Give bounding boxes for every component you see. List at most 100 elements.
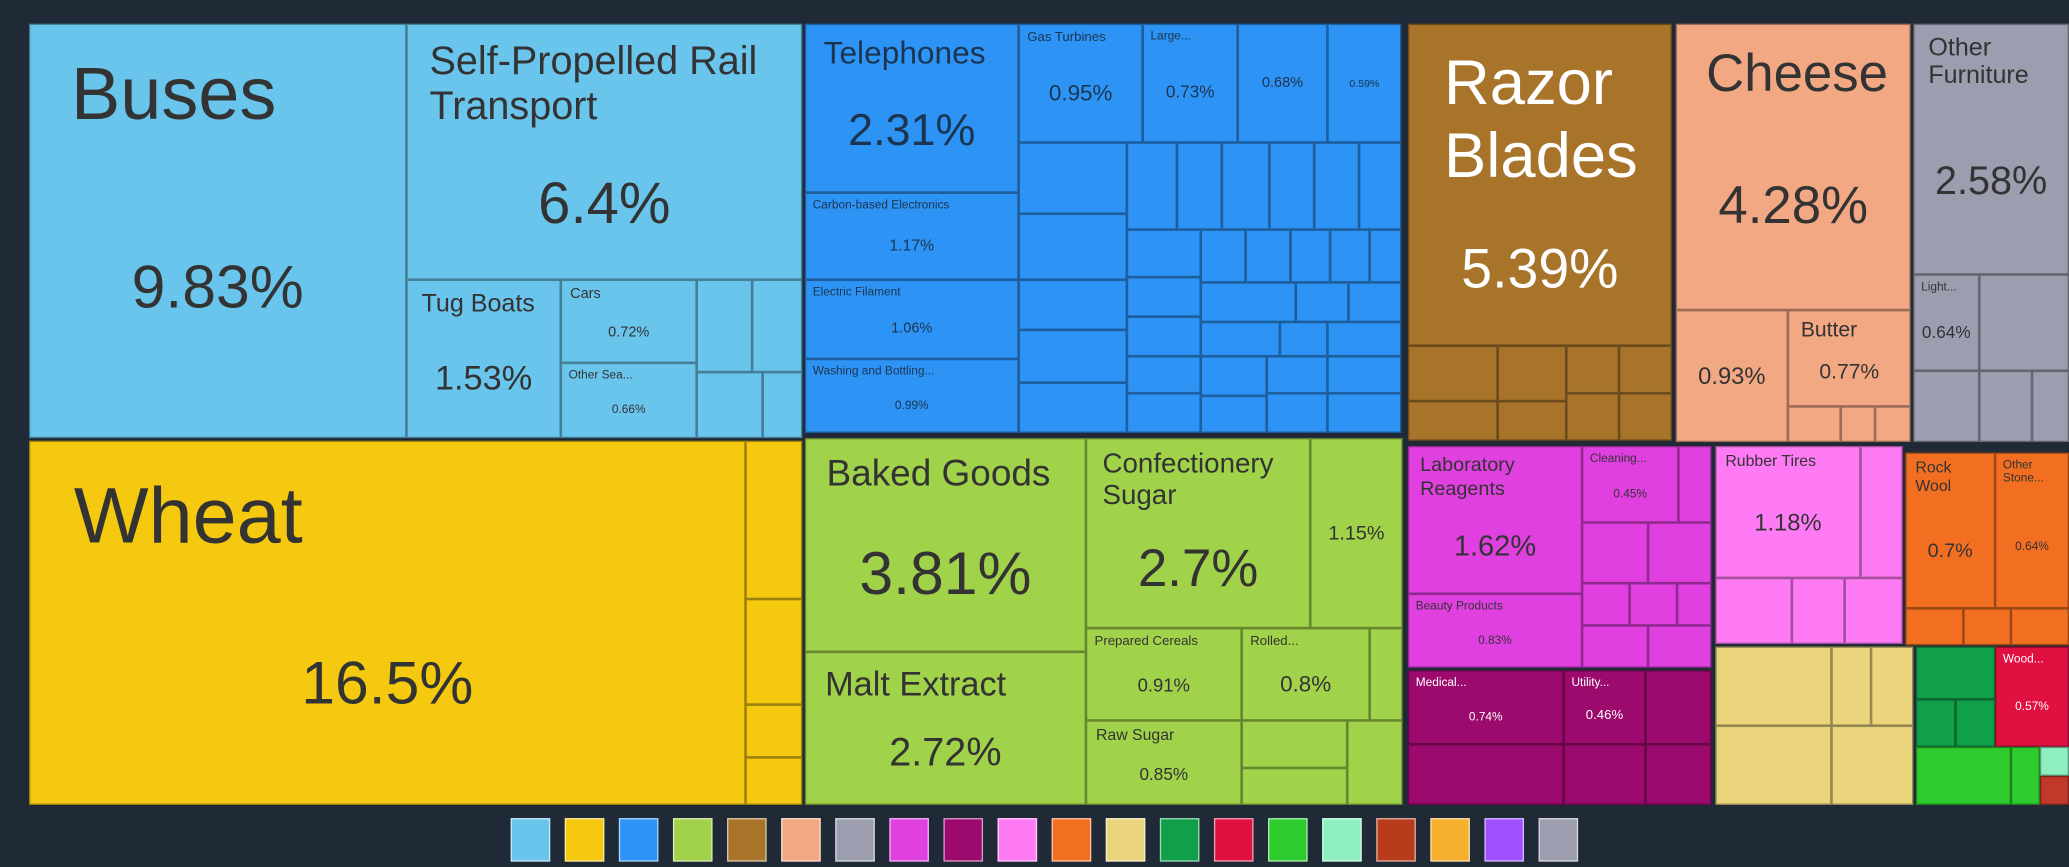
treemap-cell-unlabeled — [1648, 522, 1712, 584]
category-icon[interactable] — [997, 818, 1038, 862]
treemap-cell: 0.59% — [1327, 23, 1402, 143]
category-icon[interactable] — [889, 818, 929, 862]
cell-value-label: 2.58% — [1934, 159, 2048, 204]
cell-value-label: 0.68% — [1261, 75, 1304, 92]
category-icon[interactable] — [781, 818, 821, 862]
treemap-cell-unlabeled — [696, 279, 753, 373]
cell-value-label: 0.91% — [1137, 673, 1190, 695]
treemap-cell-unlabeled — [1566, 393, 1620, 441]
cell-value-label: 5.39% — [1461, 236, 1619, 299]
treemap-cell-unlabeled — [752, 279, 803, 373]
treemap-cell: Tug Boats 1.53% — [406, 279, 561, 439]
treemap-cell-unlabeled — [2039, 775, 2069, 805]
treemap-cell-unlabeled — [1241, 767, 1348, 805]
cell-value-label: 1.53% — [434, 357, 533, 397]
category-icon[interactable] — [1484, 818, 1525, 862]
category-icon[interactable] — [510, 818, 551, 862]
treemap-cell-unlabeled — [1787, 406, 1841, 443]
treemap-cell-unlabeled — [1369, 628, 1403, 721]
treemap-cell-unlabeled — [1715, 577, 1792, 644]
treemap-cell-unlabeled — [1241, 720, 1348, 768]
category-icon[interactable] — [1105, 818, 1146, 862]
category-icon[interactable] — [1268, 818, 1308, 862]
cell-value-label: 0.99% — [894, 398, 929, 412]
cell-value-label: 2.72% — [889, 731, 1002, 776]
treemap-cell-unlabeled — [1018, 213, 1127, 280]
category-icon[interactable] — [1430, 818, 1470, 862]
cell-label: Prepared Cereals — [1094, 634, 1198, 649]
cell-label: Medical... — [1415, 675, 1467, 689]
treemap-cell-unlabeled — [1327, 393, 1402, 433]
category-icon[interactable] — [1051, 818, 1092, 862]
treemap-cell-unlabeled — [1314, 142, 1360, 230]
cell-label: Baked Goods — [826, 452, 1051, 494]
cell-value-label: 0.93% — [1698, 362, 1766, 389]
cell-label: Cars — [570, 286, 601, 302]
treemap-cell: Other Sea... 0.66% — [560, 362, 697, 439]
treemap-cell-unlabeled — [2010, 608, 2069, 646]
treemap-cell-unlabeled — [1018, 329, 1127, 383]
treemap-cell: Prepared Cereals 0.91% — [1085, 628, 1242, 721]
treemap-cell: Malt Extract 2.72% — [804, 651, 1086, 805]
cell-label: Rubber Tires — [1725, 451, 1817, 470]
category-icon[interactable] — [1322, 818, 1362, 862]
cell-value-label: 0.74% — [1468, 709, 1503, 723]
treemap-cell-unlabeled — [1126, 356, 1201, 394]
treemap-cell: Rolled... 0.8% — [1241, 628, 1370, 721]
treemap-cell: Wood... 0.57% — [1995, 646, 2069, 747]
treemap-cell-unlabeled — [1831, 725, 1914, 805]
category-icon[interactable] — [672, 818, 713, 862]
treemap-cell-unlabeled — [1915, 699, 1956, 747]
category-icon[interactable] — [618, 818, 659, 862]
cell-label: Wood... — [2002, 652, 2044, 666]
treemap-cell-unlabeled — [1582, 522, 1649, 584]
treemap-cell-unlabeled — [1279, 321, 1328, 357]
treemap-cell: Other Stone... 0.64% — [1995, 452, 2069, 609]
cell-label: Self-Propelled Rail Transport — [429, 38, 758, 128]
treemap-cell-unlabeled — [1566, 345, 1620, 394]
cell-label: Large... — [1150, 29, 1191, 43]
category-icon[interactable] — [1376, 818, 1416, 862]
category-icon[interactable] — [1538, 818, 1579, 862]
treemap-cell-unlabeled — [1245, 229, 1291, 283]
treemap-cell-unlabeled — [762, 372, 803, 439]
treemap-cell-unlabeled — [1979, 370, 2033, 443]
cell-value-label: 0.66% — [611, 402, 646, 416]
cell-label: Beauty Products — [1415, 599, 1503, 613]
treemap-cell-unlabeled — [745, 704, 803, 758]
treemap-cell: Razor Blades 5.39% — [1407, 23, 1672, 346]
treemap-cell-unlabeled — [1126, 229, 1201, 278]
cell-label: Malt Extract — [825, 663, 1007, 704]
category-icon[interactable] — [1159, 818, 1200, 862]
cell-label: Telephones — [823, 36, 986, 72]
treemap-cell: Baked Goods 3.81% — [804, 438, 1086, 652]
treemap-cell-unlabeled — [745, 599, 803, 705]
treemap-cell: Cheese 4.28% — [1675, 23, 1911, 311]
cell-label: Gas Turbines — [1027, 29, 1106, 45]
treemap-cell: Carbon-based Electronics 1.17% — [804, 192, 1019, 280]
cell-label: Washing and Bottling... — [812, 364, 935, 378]
category-icon[interactable] — [835, 818, 875, 862]
cell-value-label: 0.8% — [1280, 670, 1332, 697]
treemap-cell: Other Furniture 2.58% — [1913, 23, 2069, 275]
category-icon[interactable] — [943, 818, 984, 862]
treemap-cell: Rubber Tires 1.18% — [1715, 445, 1861, 578]
treemap-cell-unlabeled — [1327, 321, 1402, 357]
category-icon[interactable] — [1213, 818, 1254, 862]
cell-value-label: 1.06% — [891, 320, 933, 337]
treemap-cell: Wheat 16.5% — [29, 440, 746, 805]
category-icon[interactable] — [564, 818, 605, 862]
treemap-cell-unlabeled — [1840, 406, 1876, 443]
treemap-cell-unlabeled — [1126, 277, 1201, 317]
treemap-cell-unlabeled — [1295, 282, 1349, 322]
treemap-cell-unlabeled — [1126, 316, 1201, 357]
treemap-cell-unlabeled — [2032, 370, 2069, 443]
category-icon[interactable] — [727, 818, 767, 862]
treemap-cell-unlabeled — [1359, 142, 1402, 230]
treemap-cell-unlabeled — [1860, 445, 1903, 578]
treemap-cell: Cars 0.72% — [560, 279, 697, 363]
cell-label: Tug Boats — [421, 289, 535, 318]
treemap-cell-unlabeled — [1347, 720, 1403, 805]
cell-value-label: 1.15% — [1328, 521, 1385, 545]
treemap-cell: Medical... 0.74% — [1407, 670, 1564, 745]
